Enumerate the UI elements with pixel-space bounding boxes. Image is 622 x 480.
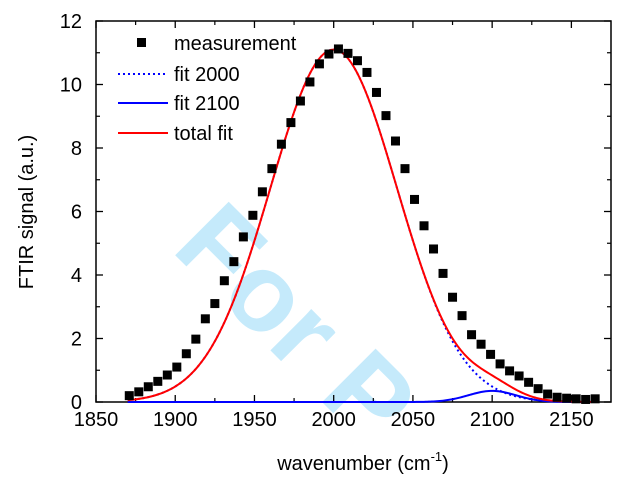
measurement-point: [153, 377, 162, 386]
y-tick-label: 0: [71, 392, 82, 414]
legend-label-total-fit: total fit: [174, 123, 233, 145]
measurement-point: [343, 49, 352, 58]
measurement-point: [515, 371, 524, 380]
measurement-point: [353, 56, 362, 65]
measurement-point: [410, 195, 419, 204]
measurement-point: [239, 232, 248, 241]
x-tick-label: 1950: [232, 409, 277, 431]
x-tick-label: 2050: [391, 409, 436, 431]
measurement-point: [420, 221, 429, 230]
y-tick-label: 10: [60, 75, 82, 97]
measurement-point: [458, 311, 467, 320]
measurement-point: [172, 363, 181, 372]
measurement-point: [372, 88, 381, 97]
measurement-point: [220, 276, 229, 285]
measurement-point: [182, 349, 191, 358]
y-axis-title: FTIR signal (a.u.): [16, 135, 38, 289]
measurement-point: [562, 394, 571, 403]
measurement-point: [362, 68, 371, 77]
measurement-point: [477, 340, 486, 349]
measurement-point: [572, 394, 581, 403]
measurement-point: [125, 391, 134, 400]
measurement-point: [439, 269, 448, 278]
measurement-point: [391, 137, 400, 146]
measurement-point: [144, 382, 153, 391]
measurement-point: [258, 187, 267, 196]
x-axis-title: wavenumber (cm-1): [276, 449, 449, 475]
measurement-point: [163, 371, 172, 380]
measurement-point: [381, 111, 390, 120]
x-tick-label: 2000: [311, 409, 356, 431]
x-tick-label: 2150: [549, 409, 594, 431]
legend-label-measurement: measurement: [174, 33, 297, 55]
measurement-point: [248, 211, 257, 220]
measurement-point: [543, 390, 552, 399]
measurement-point: [191, 335, 200, 344]
measurement-point: [496, 359, 505, 368]
legend-marker-measurement: [137, 38, 146, 47]
y-tick-label: 4: [71, 265, 82, 287]
measurement-point: [134, 387, 143, 396]
measurement-point: [210, 299, 219, 308]
measurement-point: [277, 140, 286, 149]
x-tick-label: 1900: [153, 409, 198, 431]
measurement-point: [401, 164, 410, 173]
measurement-point: [201, 314, 210, 323]
y-tick-label: 6: [71, 202, 82, 224]
measurement-point: [267, 164, 276, 173]
measurement-point: [553, 393, 562, 402]
measurement-point: [334, 44, 343, 53]
measurement-point: [524, 378, 533, 387]
legend: measurement fit 2000 fit 2100 total fit: [118, 33, 297, 145]
measurement-point: [305, 77, 314, 86]
x-tick-label: 2100: [470, 409, 515, 431]
measurement-point: [286, 118, 295, 127]
measurement-point: [429, 244, 438, 253]
y-tick-label: 2: [71, 329, 82, 351]
measurement-point: [591, 394, 600, 403]
measurement-point: [296, 97, 305, 106]
measurement-point: [324, 50, 333, 59]
y-tick-label: 12: [60, 11, 82, 33]
measurement-point: [581, 395, 590, 404]
measurement-point: [315, 59, 324, 68]
measurement-point: [229, 257, 238, 266]
measurement-point: [467, 330, 476, 339]
measurement-point: [486, 350, 495, 359]
legend-label-fit-2100: fit 2100: [174, 93, 240, 115]
y-tick-label: 8: [71, 138, 82, 160]
measurement-point: [448, 293, 457, 302]
measurement-point: [534, 384, 543, 393]
legend-label-fit-2000: fit 2000: [174, 64, 240, 86]
measurement-point: [505, 366, 514, 375]
